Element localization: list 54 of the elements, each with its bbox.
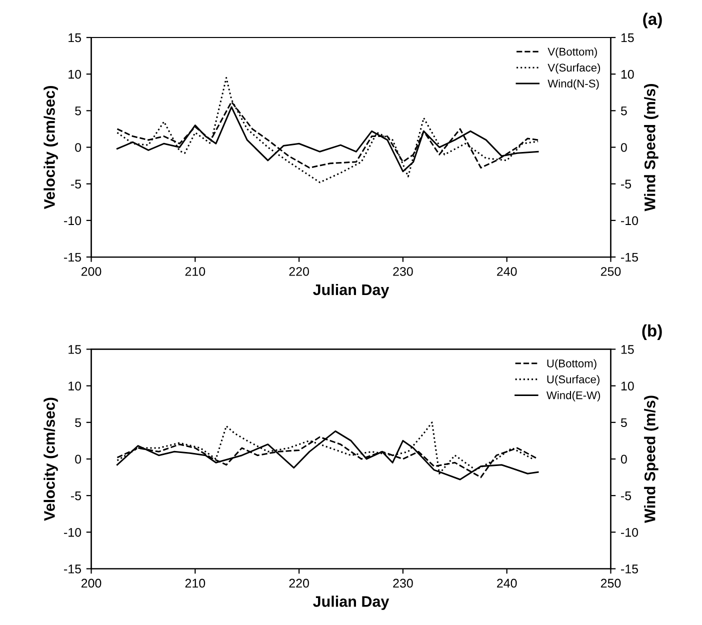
y-axis-title: Velocity (cm/sec) (44, 398, 58, 521)
y-tick-label: -15 (64, 564, 82, 574)
y2-tick-label: -5 (621, 180, 632, 188)
x-tick-label: 250 (600, 267, 621, 276)
y2-tick-label: 15 (621, 33, 634, 42)
legend-label: V(Bottom) (548, 48, 597, 58)
y-tick-label: 15 (68, 345, 82, 354)
y2-tick-label: 10 (621, 382, 634, 390)
y2-axis-title: Wind Speed (m/s) (644, 396, 658, 523)
y2-tick-label: -5 (621, 492, 632, 500)
x-tick-label: 230 (393, 578, 413, 588)
x-tick-label: 200 (81, 267, 102, 276)
y-tick-label: 10 (68, 70, 82, 79)
x-tick-label: 200 (81, 578, 102, 588)
y-tick-label: 0 (75, 143, 82, 152)
x-tick-label: 220 (289, 267, 309, 276)
legend-label: Wind(N-S) (548, 79, 599, 90)
legend-label: V(Surface) (548, 63, 600, 74)
y2-tick-label: 0 (620, 454, 627, 464)
text: (a) (643, 12, 662, 28)
y2-tick-label: -15 (621, 252, 638, 262)
y-tick-label: 5 (75, 106, 82, 116)
y-tick-label: -5 (70, 492, 82, 500)
text: (b) (642, 324, 662, 340)
y2-tick-label: 10 (621, 70, 634, 79)
y2-tick-label: -15 (621, 564, 638, 574)
y-tick-label: 0 (75, 454, 82, 464)
y-tick-label: -5 (70, 180, 82, 188)
y2-tick-label: 15 (621, 345, 634, 354)
y-tick-label: 15 (68, 33, 82, 42)
y-tick-label: 5 (75, 418, 82, 428)
y2-tick-label: -10 (621, 216, 638, 226)
legend-label: U(Bottom) (547, 359, 596, 370)
legend-label: Wind(E-W) (546, 391, 600, 402)
x-axis-title: Julian Day (313, 596, 390, 610)
legend-label: U(Surface) (547, 375, 600, 386)
y-tick-label: -15 (64, 252, 82, 262)
y2-tick-label: 5 (620, 418, 627, 428)
x-tick-label: 220 (289, 578, 309, 588)
x-tick-label: 240 (497, 578, 517, 588)
y-tick-label: 10 (68, 382, 82, 390)
y2-tick-label: 0 (620, 143, 627, 152)
y-axis-title: Velocity (cm/sec) (44, 86, 58, 210)
x-tick-label: 250 (600, 578, 621, 588)
y2-tick-label: -10 (621, 528, 638, 537)
x-tick-label: 210 (185, 578, 206, 588)
y-tick-label: -10 (64, 216, 82, 226)
y-tick-label: -10 (64, 528, 82, 537)
y2-axis-title: Wind Speed (m/s) (644, 84, 658, 212)
x-tick-label: 230 (393, 267, 413, 276)
x-tick-label: 210 (185, 267, 206, 276)
y2-tick-label: 5 (620, 106, 627, 116)
x-axis-title: Julian Day (313, 284, 390, 298)
x-tick-label: 240 (497, 267, 517, 276)
